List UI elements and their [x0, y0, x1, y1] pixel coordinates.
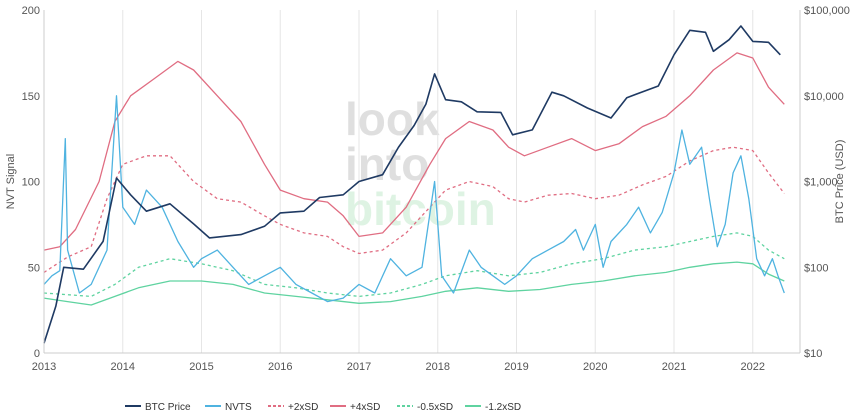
- x-tick-label: 2020: [583, 361, 607, 373]
- series-line--1-2xsd: [43, 261, 785, 306]
- left-axis-title: NVT Signal: [5, 154, 17, 209]
- left-tick-label: 50: [28, 262, 40, 274]
- right-axis-title: BTC Price (USD): [834, 140, 846, 224]
- x-tick-label: 2013: [32, 361, 56, 373]
- x-tick-label: 2022: [741, 361, 765, 373]
- watermark-line-1: look: [345, 93, 440, 145]
- right-tick-label: $100: [804, 262, 828, 274]
- series-line--0-5xsd: [43, 232, 785, 298]
- series-line--4xsd: [43, 52, 785, 251]
- legend-item--1-2xsd[interactable]: -1.2xSD: [465, 402, 521, 413]
- left-tick-label: 150: [22, 91, 40, 103]
- series-layer: [43, 25, 785, 344]
- left-tick-label: 100: [22, 177, 40, 189]
- legend-item-btc-price[interactable]: BTC Price: [125, 402, 191, 413]
- left-tick-label: 0: [34, 348, 40, 360]
- x-tick-label: 2016: [268, 361, 292, 373]
- legend-label: -0.5xSD: [417, 402, 453, 413]
- x-tick-label: 2017: [347, 361, 371, 373]
- series-line-nvts: [43, 95, 785, 303]
- x-tick-label: 2015: [189, 361, 213, 373]
- right-tick-label: $10: [804, 348, 822, 360]
- x-tick-label: 2018: [426, 361, 450, 373]
- x-tick-label: 2021: [662, 361, 686, 373]
- right-tick-label: $1,000: [804, 177, 838, 189]
- legend-label: +4xSD: [350, 402, 380, 413]
- x-tick-label: 2019: [504, 361, 528, 373]
- legend-item--4xsd[interactable]: +4xSD: [330, 402, 380, 413]
- legend-item--0-5xsd[interactable]: -0.5xSD: [397, 402, 453, 413]
- legend-label: BTC Price: [145, 402, 191, 413]
- right-tick-label: $10,000: [804, 91, 844, 103]
- legend-item--2xsd[interactable]: +2xSD: [268, 402, 318, 413]
- legend-label: -1.2xSD: [485, 402, 521, 413]
- legend-label: NVTS: [225, 402, 252, 413]
- legend[interactable]: BTC Price NVTS +2xSD +4xSD -0.5xSD -1.2xSD: [125, 402, 521, 413]
- legend-item-nvts[interactable]: NVTS: [205, 402, 252, 413]
- watermark-line-3: bitcoin: [345, 183, 496, 235]
- left-tick-label: 200: [22, 5, 40, 17]
- axes: 2013 2014 2015 2016 2017 2018 2019 2020 2021 2022…: [22, 5, 850, 373]
- x-tick-label: 2014: [111, 361, 135, 373]
- right-tick-label: $100,000: [804, 5, 850, 17]
- series-line-btc-price: [43, 25, 781, 344]
- series-line--2xsd: [43, 146, 785, 273]
- legend-label: +2xSD: [288, 402, 318, 413]
- watermark-logo: look into bitcoin: [345, 93, 496, 235]
